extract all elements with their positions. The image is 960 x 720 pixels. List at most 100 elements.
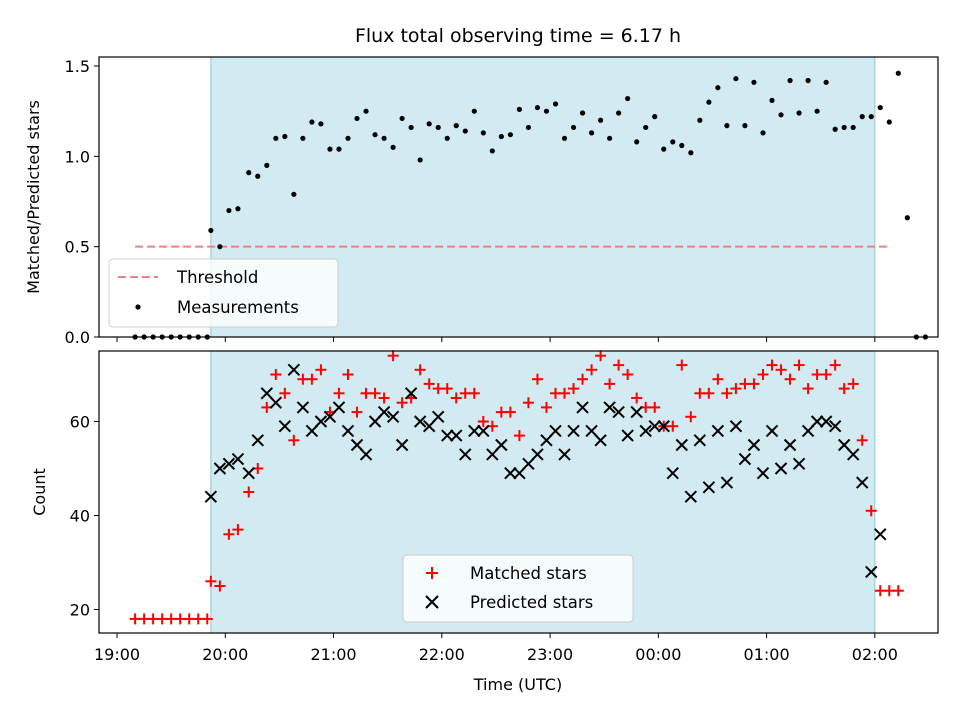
measurement-point [643,124,649,131]
measurement-point [417,157,423,163]
matched-star-point [568,383,580,395]
predicted-star-point [269,396,283,409]
measurement-point [787,77,793,84]
measurement-point [597,117,604,123]
matched-star-point [540,401,552,413]
predicted-star-point [296,401,310,414]
matched-star-point [775,364,787,376]
matched-star-point [622,369,634,380]
matched-star-point [703,387,715,399]
matched-stars-points [129,350,904,625]
matched-star-point [649,401,661,413]
measurement-point [208,227,214,234]
measurement-point [246,170,252,176]
measurement-point [498,133,504,140]
matched-star-point [468,387,480,399]
predicted-star-point [585,424,598,438]
predicted-star-point [350,438,364,452]
predicted-star-point [874,528,887,541]
legend-measurements-swatch [135,304,141,310]
measurement-point [426,121,432,127]
measurement-point [706,99,712,105]
measurement-point [282,133,288,140]
predicted-star-point [260,387,274,400]
measurement-point [688,150,694,156]
measurement-point [760,130,766,136]
predicted-star-point [413,415,427,428]
matched-star-point [513,430,525,442]
predicted-star-point [648,419,661,433]
matched-star-point [802,383,814,395]
matched-star-point [504,406,516,418]
matched-star-point [559,387,571,399]
measurement-point [904,215,910,221]
predicted-star-point [558,448,571,461]
bottom-y-tick-label: 20 [70,601,90,620]
predicted-star-point [404,387,418,400]
predicted-star-point [450,429,463,442]
measurement-point [886,119,892,125]
predicted-star-point [323,410,337,424]
x-tick-label: 19:00 [94,645,140,664]
measurement-point [525,124,532,131]
predicted-star-point [222,457,236,471]
bottom-y-axis-label: Count [30,468,49,516]
predicted-star-point [278,419,292,433]
top-y-axis-label: Matched/Predicted stars [24,100,43,294]
matched-star-point [631,392,643,404]
predicted-star-point [819,415,833,428]
predicted-star-point [729,419,743,433]
measurement-point [255,173,261,179]
measurement-point [399,115,405,122]
x-tick-label: 20:00 [202,645,248,664]
measurement-point [715,85,721,91]
matched-star-point [721,387,733,399]
top-axes-frame [98,56,939,338]
matched-star-point [477,416,489,427]
matched-star-point [865,505,877,517]
matched-star-point [214,580,226,592]
matched-star-point [306,373,318,385]
predicted-star-point [630,405,643,419]
top-y-tick-label: 1.5 [65,57,90,76]
predicted-star-point [242,466,255,480]
x-tick-label: 01:00 [744,645,790,664]
measurement-point [354,115,360,122]
bottom-y-tick-label: 60 [70,413,90,432]
measurement-point [652,114,658,120]
matched-star-point [829,359,841,371]
predicted-star-point [377,405,391,419]
measurement-point [552,101,559,107]
predicted-star-point [846,448,860,461]
measurement-point [751,79,757,85]
predicted-star-point [865,565,878,579]
predicted-star-point [287,363,301,377]
predicted-star-point [459,448,472,461]
x-tick-label: 22:00 [419,645,465,664]
measurement-points [132,70,928,340]
matched-star-point [531,373,543,385]
measurement-point [796,110,802,116]
matched-star-point [201,613,213,625]
predicted-star-point [639,424,652,438]
measurement-point [634,139,640,145]
measurement-point [877,104,883,111]
matched-star-point [351,406,363,418]
matched-star-point [378,392,390,404]
matched-star-point [423,378,435,390]
measurement-point [217,244,223,250]
measurement-point [372,132,378,138]
predicted-star-point [756,466,770,480]
measurement-point [300,135,306,141]
top-y-ticks: 0.0 0.5 1.0 1.5 [65,57,99,347]
predicted-star-point [395,438,409,452]
matched-star-point [232,524,244,536]
predicted-star-point [213,462,227,475]
legend-measurements-label: Measurements [177,298,299,317]
measurement-point [733,76,739,82]
measurement-point [453,123,459,129]
measurement-point [336,146,342,152]
legend-threshold-label: Threshold [176,268,258,287]
measurement-point [661,146,667,152]
measurement-point [444,135,450,141]
